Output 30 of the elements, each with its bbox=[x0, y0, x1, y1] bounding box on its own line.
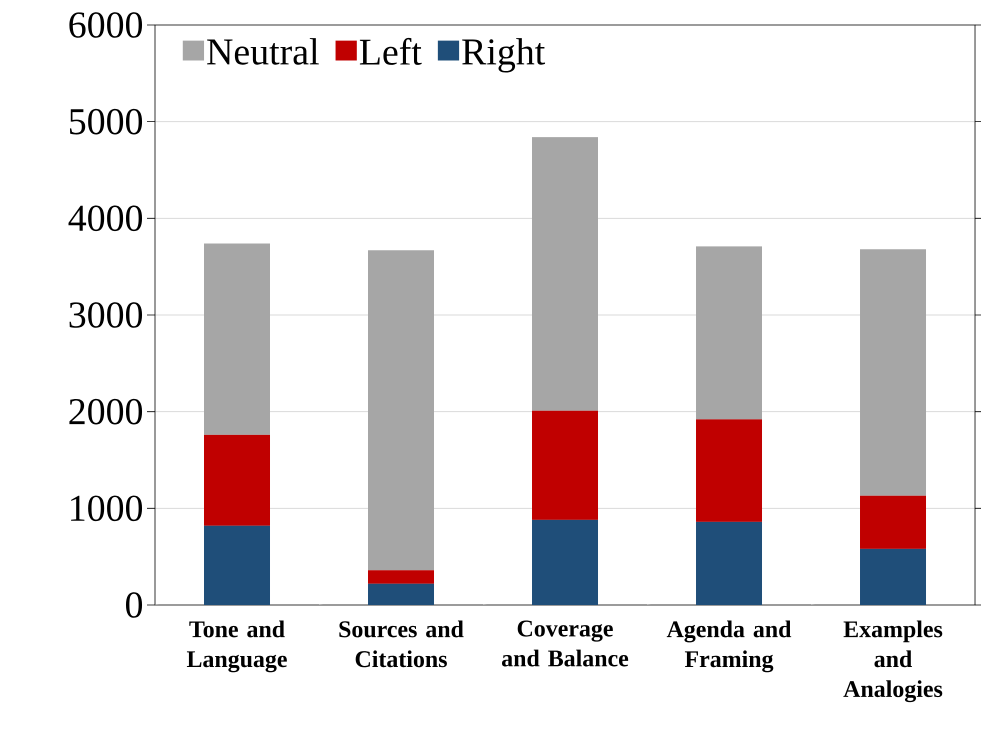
x-tick-label: Sources and Citations bbox=[339, 620, 464, 668]
bar bbox=[368, 584, 434, 605]
bar bbox=[696, 419, 762, 522]
legend-label: Neutral bbox=[207, 38, 319, 65]
bar bbox=[696, 522, 762, 605]
bar bbox=[204, 526, 270, 605]
bar bbox=[696, 246, 762, 420]
y-tick-label: 2000 bbox=[69, 398, 142, 424]
x-tick-label: Tone and Language bbox=[186, 620, 287, 672]
y-tick-label: 1000 bbox=[71, 496, 142, 522]
x-tick-label: Coverage and Balance bbox=[502, 620, 628, 666]
y-tick-label: 5000 bbox=[70, 108, 142, 134]
bar bbox=[204, 434, 270, 526]
y-tick-label: 4000 bbox=[68, 206, 142, 232]
y-tick-label: 6000 bbox=[69, 12, 142, 38]
bar bbox=[860, 249, 926, 496]
bar bbox=[532, 137, 598, 411]
y-tick-label: 3000 bbox=[70, 302, 142, 328]
x-tick-label: Examples and Analogies bbox=[843, 620, 942, 702]
bar bbox=[204, 243, 270, 435]
bar bbox=[860, 496, 926, 549]
legend-label: Left bbox=[360, 38, 422, 65]
bar bbox=[532, 410, 598, 520]
bar bbox=[860, 548, 926, 605]
legend-label: Right bbox=[462, 38, 546, 73]
bar bbox=[532, 520, 598, 605]
bar bbox=[368, 250, 434, 570]
y-tick-label: 0 bbox=[126, 592, 142, 618]
x-tick-label: Agenda and Framing bbox=[666, 620, 792, 672]
bar bbox=[368, 570, 434, 584]
